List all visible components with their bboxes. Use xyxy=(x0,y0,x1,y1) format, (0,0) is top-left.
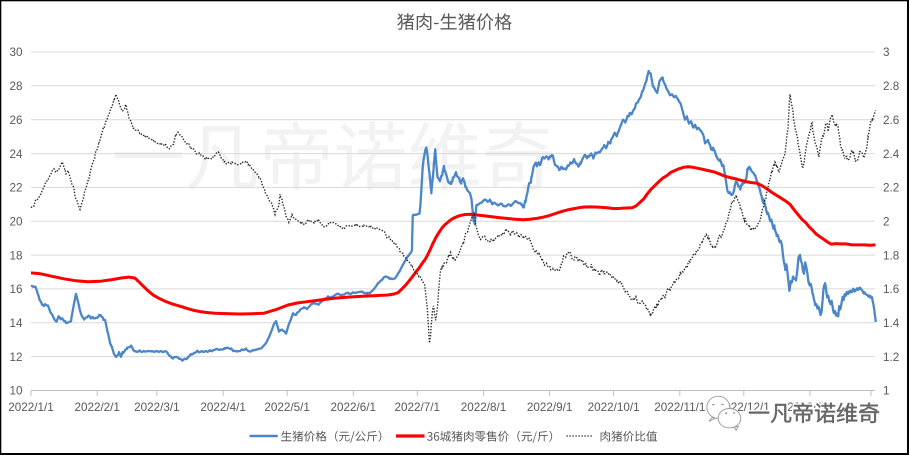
svg-text:2022/2/1: 2022/2/1 xyxy=(74,401,120,414)
svg-text:28: 28 xyxy=(9,80,22,93)
svg-text:2022/3/1: 2022/3/1 xyxy=(134,401,180,414)
svg-text:24: 24 xyxy=(9,148,23,161)
svg-text:2.6: 2.6 xyxy=(883,114,899,127)
svg-text:1: 1 xyxy=(883,385,890,398)
svg-text:18: 18 xyxy=(9,249,22,262)
svg-text:1.8: 1.8 xyxy=(883,249,899,262)
svg-text:3: 3 xyxy=(883,46,890,59)
svg-text:1.6: 1.6 xyxy=(883,283,899,296)
svg-text:2.4: 2.4 xyxy=(883,148,900,161)
svg-text:2022/10/1: 2022/10/1 xyxy=(588,401,640,414)
svg-text:2022/8/1: 2022/8/1 xyxy=(461,401,507,414)
svg-text:2: 2 xyxy=(883,215,890,228)
svg-text:2.8: 2.8 xyxy=(883,80,899,93)
svg-text:1.2: 1.2 xyxy=(883,351,899,364)
svg-text:14: 14 xyxy=(9,317,23,330)
svg-text:26: 26 xyxy=(9,114,22,127)
svg-text:2022/7/1: 2022/7/1 xyxy=(395,401,441,414)
svg-text:2022/11/1: 2022/11/1 xyxy=(654,401,705,414)
svg-text:30: 30 xyxy=(9,46,23,59)
svg-text:2022/6/1: 2022/6/1 xyxy=(331,401,377,414)
svg-text:2022/1/1: 2022/1/1 xyxy=(8,401,54,414)
svg-text:2022/5/1: 2022/5/1 xyxy=(264,401,310,414)
svg-text:10: 10 xyxy=(9,385,23,398)
svg-text:20: 20 xyxy=(9,215,23,228)
svg-text:22: 22 xyxy=(9,182,22,195)
svg-text:16: 16 xyxy=(9,283,22,296)
svg-text:2022/4/1: 2022/4/1 xyxy=(200,401,246,414)
svg-text:2022/9/1: 2022/9/1 xyxy=(527,401,573,414)
svg-text:1.4: 1.4 xyxy=(883,317,900,330)
svg-text:12: 12 xyxy=(9,351,22,364)
svg-text:2.2: 2.2 xyxy=(883,182,899,195)
